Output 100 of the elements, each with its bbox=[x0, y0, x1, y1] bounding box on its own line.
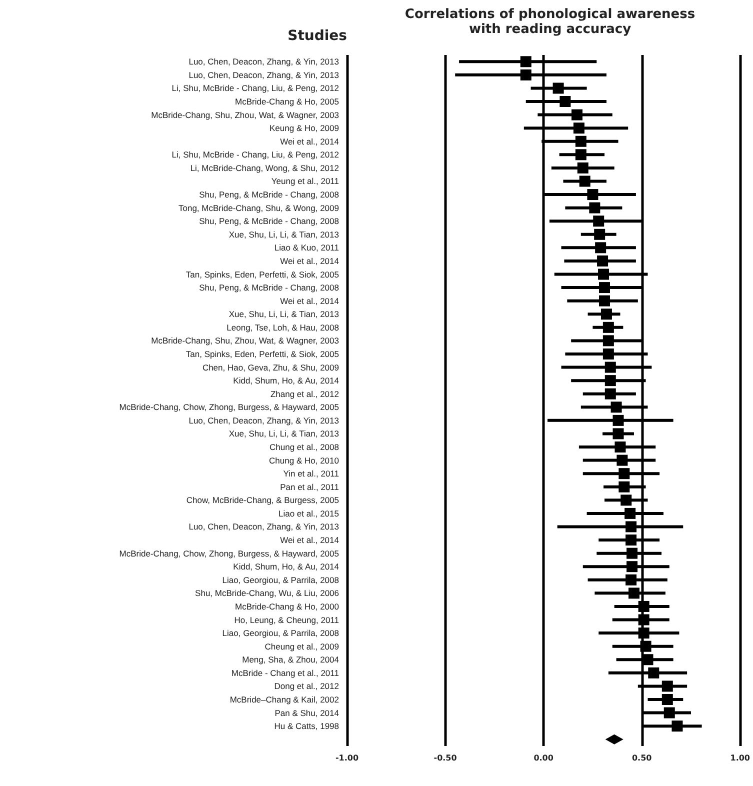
y-tick-label: Shu, Peng, & McBride - Chang, 2008 bbox=[199, 216, 340, 226]
y-tick-label: Pan & Shu, 2014 bbox=[274, 708, 340, 718]
point bbox=[575, 149, 586, 160]
point bbox=[648, 667, 660, 678]
y-tick-label: Kidd, Shum, Ho, & Au, 2014 bbox=[233, 562, 340, 572]
point bbox=[626, 574, 637, 586]
y-tick-label: Meng, Sha, & Zhou, 2004 bbox=[242, 654, 340, 665]
point bbox=[577, 162, 588, 174]
point bbox=[628, 588, 640, 599]
point bbox=[599, 295, 610, 306]
x-tick-label: -0.50 bbox=[434, 754, 458, 762]
y-tick-label: Cheung et al., 2009 bbox=[264, 641, 340, 652]
y-tick-label: Wei et al., 2014 bbox=[280, 256, 340, 266]
y-tick-label: Luo, Chen, Deacon, Zhang, & Yin, 2013 bbox=[188, 415, 340, 426]
point bbox=[662, 694, 673, 705]
y-tick-label: Shu, McBride-Chang, Wu, & Liu, 2006 bbox=[195, 588, 340, 598]
y-tick-label: Shu, Peng, & McBride - Chang, 2008 bbox=[199, 190, 340, 200]
point bbox=[604, 362, 616, 373]
y-tick-label: Ho, Leung, & Cheung, 2011 bbox=[234, 614, 340, 625]
y-tick-label: Li, Shu, McBride - Chang, Liu, & Peng, 2012 bbox=[172, 83, 340, 94]
point bbox=[672, 720, 683, 732]
point bbox=[662, 680, 673, 692]
y-tick-label: Liao & Kuo, 2011 bbox=[274, 242, 340, 253]
point bbox=[560, 96, 571, 108]
point bbox=[602, 335, 614, 346]
point bbox=[597, 255, 608, 266]
point bbox=[602, 348, 614, 360]
point bbox=[520, 69, 532, 80]
point bbox=[626, 561, 638, 572]
y-tick-label: Chen, Hao, Geva, Zhu, & Shu, 2009 bbox=[202, 362, 340, 372]
point bbox=[620, 494, 632, 506]
point bbox=[638, 628, 650, 639]
y-tick-label: Liao, Georgiou, & Parrila, 2008 bbox=[222, 628, 340, 638]
y-tick-label: Tan, Spinks, Eden, Perfetti, & Siok, 2005 bbox=[186, 269, 340, 280]
point bbox=[593, 216, 604, 227]
chart-title: Correlations of phonological awareness with reading accuracy bbox=[404, 7, 696, 37]
y-tick-label: Wei et al., 2014 bbox=[280, 535, 340, 546]
y-tick-label: Chung et al., 2008 bbox=[270, 442, 340, 452]
y-tick-label: Zhang et al., 2012 bbox=[270, 388, 340, 399]
y-tick-label: McBride-Chang & Ho, 2005 bbox=[235, 96, 340, 107]
y-tick-label: Leong, Tse, Loh, & Hau, 2008 bbox=[226, 322, 340, 332]
point bbox=[618, 481, 630, 492]
point bbox=[640, 640, 652, 652]
point bbox=[579, 176, 590, 187]
y-tick-label: Xue, Shu, Li, Li, & Tian, 2013 bbox=[228, 428, 340, 439]
point bbox=[638, 614, 650, 626]
point bbox=[626, 534, 637, 546]
y-tick-label: Luo, Chen, Deacon, Zhang, & Yin, 2013 bbox=[188, 522, 340, 532]
point bbox=[520, 56, 532, 68]
y-tick-label: Pan et al., 2011 bbox=[280, 482, 340, 492]
point bbox=[573, 122, 584, 134]
y-tick-label: Chow, McBride-Chang, & Burgess, 2005 bbox=[186, 495, 340, 506]
y-tick-label: Tong, McBride-Chang, Shu, & Wong, 2009 bbox=[178, 202, 340, 213]
y-tick-label: McBride-Chang, Chow, Zhong, Burgess, & Hayward, 2005 bbox=[119, 402, 340, 412]
point bbox=[618, 468, 630, 480]
y-tick-label: Shu, Peng, & McBride - Chang, 2008 bbox=[199, 282, 340, 293]
y-tick-label: McBride-Chang, Shu, Zhou, Wat, & Wagner, 2003 bbox=[151, 336, 340, 346]
point bbox=[612, 428, 624, 440]
point bbox=[642, 654, 654, 666]
y-tick-label: Yin et al., 2011 bbox=[283, 468, 340, 479]
point bbox=[594, 228, 606, 240]
y-tick-label: Yeung et al., 2011 bbox=[271, 176, 340, 186]
point bbox=[587, 189, 598, 200]
y-tick-label: Kidd, Shum, Ho, & Au, 2014 bbox=[233, 376, 340, 386]
y-tick-label: Chung & Ho, 2010 bbox=[269, 455, 340, 466]
y-tick-label: McBride–Chang & Kail, 2002 bbox=[230, 694, 340, 704]
x-tick-label: 1.00 bbox=[730, 754, 750, 762]
point bbox=[664, 707, 675, 718]
y-tick-label: Luo, Chen, Deacon, Zhang, & Yin, 2013 bbox=[188, 56, 340, 67]
point bbox=[598, 268, 610, 280]
x-tick-label: -1.00 bbox=[335, 754, 359, 762]
y-tick-label: Hu & Catts, 1998 bbox=[274, 721, 340, 732]
y-tick-label: Li, Shu, McBride - Chang, Liu, & Peng, 2012 bbox=[172, 150, 340, 160]
y-tick-label: Xue, Shu, Li, Li, & Tian, 2013 bbox=[228, 309, 340, 320]
point bbox=[599, 282, 610, 294]
y-tick-label: Liao et al., 2015 bbox=[278, 508, 340, 518]
point bbox=[614, 442, 626, 453]
point bbox=[638, 600, 650, 612]
point bbox=[604, 388, 616, 400]
y-tick-label: McBride - Chang et al., 2011 bbox=[231, 668, 340, 678]
point bbox=[604, 375, 616, 386]
point bbox=[612, 414, 624, 426]
y-tick-label: Dong et al., 2012 bbox=[274, 681, 340, 692]
point bbox=[610, 402, 622, 413]
y-tick-label: Luo, Chen, Deacon, Zhang, & Yin, 2013 bbox=[188, 70, 340, 80]
point bbox=[589, 202, 600, 214]
y-tick-label: McBride-Chang, Shu, Zhou, Wat, & Wagner, 2003 bbox=[151, 110, 340, 120]
y-tick-label: Keung & Ho, 2009 bbox=[270, 123, 340, 134]
y-tick-label: McBride-Chang, Chow, Zhong, Burgess, & Hayward, 2005 bbox=[119, 548, 340, 558]
point bbox=[624, 508, 636, 519]
point bbox=[595, 242, 606, 254]
y-tick-label: Tan, Spinks, Eden, Perfetti, & Siok, 2005 bbox=[186, 348, 340, 359]
y-tick-label: Liao, Georgiou, & Parrila, 2008 bbox=[222, 574, 340, 585]
point bbox=[600, 308, 612, 320]
point bbox=[602, 322, 614, 333]
x-tick-label: 0.50 bbox=[632, 754, 652, 762]
y-tick-label: Xue, Shu, Li, Li, & Tian, 2013 bbox=[228, 229, 340, 240]
point bbox=[552, 82, 564, 94]
y-axis-title: Studies bbox=[288, 28, 347, 44]
y-tick-label: Wei et al., 2014 bbox=[280, 136, 340, 146]
